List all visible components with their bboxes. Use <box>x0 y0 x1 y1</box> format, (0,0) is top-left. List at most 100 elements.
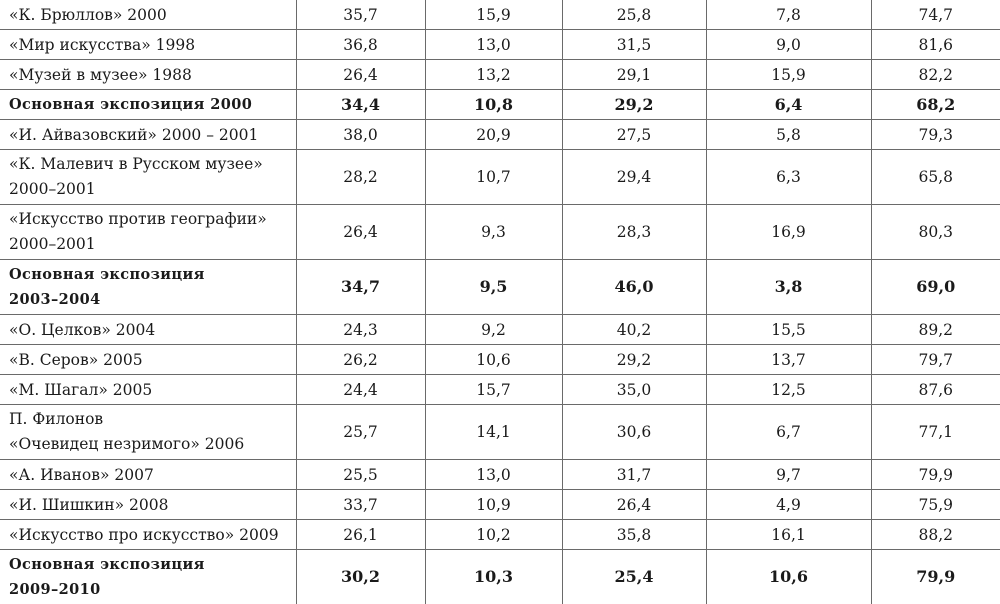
value-cell-col-1: 25,5 <box>296 460 425 490</box>
value-cell-col-3: 31,5 <box>562 30 706 60</box>
value-cell-col-4: 16,9 <box>706 205 871 260</box>
value-cell-col-3: 29,1 <box>562 60 706 90</box>
value-cell-col-1: 26,4 <box>296 205 425 260</box>
value-cell-col-3: 29,2 <box>562 90 706 120</box>
value-cell-col-2: 13,0 <box>425 460 562 490</box>
value-cell-col-4: 15,5 <box>706 315 871 345</box>
value-cell-col-4: 5,8 <box>706 120 871 150</box>
value-cell-col-2: 9,3 <box>425 205 562 260</box>
value-cell-col-4: 9,7 <box>706 460 871 490</box>
exhibition-name-cell: Основная экспозиция 2000 <box>0 90 296 120</box>
value-cell-col-1: 24,4 <box>296 375 425 405</box>
value-cell-col-5: 81,6 <box>871 30 1000 60</box>
value-cell-col-5: 79,7 <box>871 345 1000 375</box>
value-cell-col-5: 79,3 <box>871 120 1000 150</box>
value-cell-col-2: 10,7 <box>425 150 562 205</box>
value-cell-col-2: 10,6 <box>425 345 562 375</box>
value-cell-col-3: 29,4 <box>562 150 706 205</box>
value-cell-col-1: 28,2 <box>296 150 425 205</box>
value-cell-col-1: 33,7 <box>296 490 425 520</box>
value-cell-col-3: 25,8 <box>562 0 706 30</box>
value-cell-col-1: 38,0 <box>296 120 425 150</box>
exhibition-name-line: «Мир искусства» 1998 <box>9 33 288 57</box>
exhibition-name-line: 2000–2001 <box>9 232 288 257</box>
value-cell-col-5: 77,1 <box>871 405 1000 460</box>
value-cell-col-3: 46,0 <box>562 260 706 315</box>
value-cell-col-1: 34,7 <box>296 260 425 315</box>
value-cell-col-1: 30,2 <box>296 550 425 604</box>
value-cell-col-3: 35,8 <box>562 520 706 550</box>
value-cell-col-1: 26,2 <box>296 345 425 375</box>
value-cell-col-2: 10,9 <box>425 490 562 520</box>
exhibition-name-cell: «Музей в музее» 1988 <box>0 60 296 90</box>
value-cell-col-4: 6,4 <box>706 90 871 120</box>
value-cell-col-4: 16,1 <box>706 520 871 550</box>
value-cell-col-2: 9,5 <box>425 260 562 315</box>
exhibition-name-line: «Искусство против географии» <box>9 207 288 232</box>
exhibition-name-line: 2009–2010 <box>9 577 288 602</box>
value-cell-col-1: 26,1 <box>296 520 425 550</box>
value-cell-col-1: 24,3 <box>296 315 425 345</box>
exhibition-name-line: «И. Айвазовский» 2000 – 2001 <box>9 123 288 147</box>
exhibition-name-cell: «И. Айвазовский» 2000 – 2001 <box>0 120 296 150</box>
exhibition-name-cell: «А. Иванов» 2007 <box>0 460 296 490</box>
value-cell-col-2: 14,1 <box>425 405 562 460</box>
exhibition-name-line: 2000–2001 <box>9 177 288 202</box>
exhibition-name-cell: «Искусство против географии»2000–2001 <box>0 205 296 260</box>
value-cell-col-3: 29,2 <box>562 345 706 375</box>
exhibition-name-cell: П. Филонов«Очевидец незримого» 2006 <box>0 405 296 460</box>
value-cell-col-2: 13,2 <box>425 60 562 90</box>
value-cell-col-4: 6,7 <box>706 405 871 460</box>
value-cell-col-4: 12,5 <box>706 375 871 405</box>
value-cell-col-5: 89,2 <box>871 315 1000 345</box>
value-cell-col-5: 68,2 <box>871 90 1000 120</box>
value-cell-col-5: 79,9 <box>871 550 1000 604</box>
exhibition-name-line: П. Филонов <box>9 407 288 432</box>
value-cell-col-2: 10,2 <box>425 520 562 550</box>
exhibition-name-cell: «И. Шишкин» 2008 <box>0 490 296 520</box>
value-cell-col-2: 10,3 <box>425 550 562 604</box>
value-cell-col-1: 36,8 <box>296 30 425 60</box>
exhibition-name-cell: «К. Малевич в Русском музее»2000–2001 <box>0 150 296 205</box>
value-cell-col-5: 88,2 <box>871 520 1000 550</box>
value-cell-col-3: 35,0 <box>562 375 706 405</box>
value-cell-col-3: 27,5 <box>562 120 706 150</box>
value-cell-col-3: 30,6 <box>562 405 706 460</box>
value-cell-col-2: 15,7 <box>425 375 562 405</box>
exhibition-name-cell: «Мир искусства» 1998 <box>0 30 296 60</box>
exhibition-name-cell: «В. Серов» 2005 <box>0 345 296 375</box>
value-cell-col-3: 25,4 <box>562 550 706 604</box>
value-cell-col-2: 15,9 <box>425 0 562 30</box>
value-cell-col-5: 82,2 <box>871 60 1000 90</box>
value-cell-col-5: 65,8 <box>871 150 1000 205</box>
value-cell-col-3: 40,2 <box>562 315 706 345</box>
value-cell-col-4: 15,9 <box>706 60 871 90</box>
exhibition-name-line: «М. Шагал» 2005 <box>9 378 288 402</box>
exhibition-name-line: «Музей в музее» 1988 <box>9 63 288 87</box>
exhibition-name-line: Основная экспозиция <box>9 262 288 287</box>
value-cell-col-3: 28,3 <box>562 205 706 260</box>
value-cell-col-4: 9,0 <box>706 30 871 60</box>
value-cell-col-1: 34,4 <box>296 90 425 120</box>
value-cell-col-1: 25,7 <box>296 405 425 460</box>
value-cell-col-5: 87,6 <box>871 375 1000 405</box>
value-cell-col-4: 7,8 <box>706 0 871 30</box>
exhibition-name-cell: «К. Брюллов» 2000 <box>0 0 296 30</box>
value-cell-col-5: 69,0 <box>871 260 1000 315</box>
